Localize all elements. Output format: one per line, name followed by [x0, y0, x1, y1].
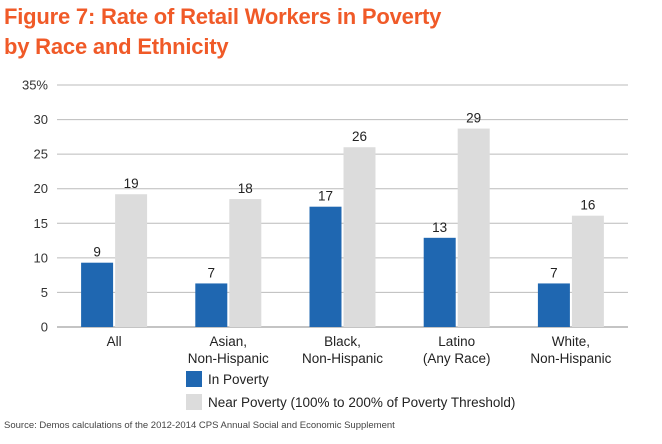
y-tick-label: 30	[34, 112, 48, 127]
data-label: 16	[580, 198, 595, 213]
bar-in-poverty	[195, 283, 228, 327]
x-category-label: All	[107, 334, 122, 349]
y-tick-label: 35%	[22, 78, 48, 93]
x-category-label: Latino	[438, 334, 475, 349]
data-label: 19	[124, 176, 139, 191]
data-label: 9	[93, 245, 101, 260]
data-label: 18	[238, 181, 253, 196]
legend: In Poverty Near Poverty (100% to 200% of…	[186, 368, 515, 414]
legend-label-near-poverty: Near Poverty (100% to 200% of Poverty Th…	[208, 394, 516, 410]
x-category-label: White,	[552, 334, 590, 349]
x-category-label: Non-Hispanic	[530, 351, 611, 366]
legend-item-in-poverty: In Poverty	[186, 368, 515, 390]
x-category-label: Non-Hispanic	[302, 351, 383, 366]
legend-item-near-poverty: Near Poverty (100% to 200% of Poverty Th…	[186, 391, 515, 413]
y-tick-label: 10	[34, 250, 48, 265]
data-label: 7	[550, 265, 558, 280]
x-category-label: Asian,	[210, 334, 248, 349]
bar-in-poverty	[537, 283, 570, 327]
chart-title-line1: Figure 7: Rate of Retail Workers in Pove…	[4, 4, 442, 29]
data-label: 29	[466, 111, 481, 126]
data-label: 17	[318, 189, 333, 204]
legend-label-in-poverty: In Poverty	[208, 371, 269, 387]
x-category-label: Non-Hispanic	[188, 351, 269, 366]
bar-near-poverty	[115, 194, 148, 327]
data-label: 7	[208, 265, 216, 280]
bar-near-poverty	[229, 199, 262, 327]
source-note: Source: Demos calculations of the 2012-2…	[4, 420, 395, 431]
x-category-label: (Any Race)	[423, 351, 491, 366]
y-tick-label: 5	[41, 285, 48, 300]
legend-swatch-near-poverty	[186, 394, 202, 410]
bar-near-poverty	[457, 128, 490, 327]
x-category-label: Black,	[324, 334, 361, 349]
y-tick-label: 20	[34, 181, 48, 196]
bar-in-poverty	[309, 206, 342, 327]
y-tick-label: 15	[34, 216, 48, 231]
y-tick-label: 0	[41, 320, 48, 335]
bar-in-poverty	[423, 237, 456, 327]
chart-title: Figure 7: Rate of Retail Workers in Pove…	[4, 2, 441, 62]
bar-in-poverty	[81, 262, 114, 327]
data-label: 13	[432, 220, 447, 235]
legend-swatch-in-poverty	[186, 371, 202, 387]
bar-near-poverty	[343, 147, 376, 327]
data-label: 26	[352, 129, 367, 144]
y-tick-label: 25	[34, 147, 48, 162]
bar-near-poverty	[571, 215, 604, 327]
chart-title-line2: by Race and Ethnicity	[4, 34, 229, 59]
